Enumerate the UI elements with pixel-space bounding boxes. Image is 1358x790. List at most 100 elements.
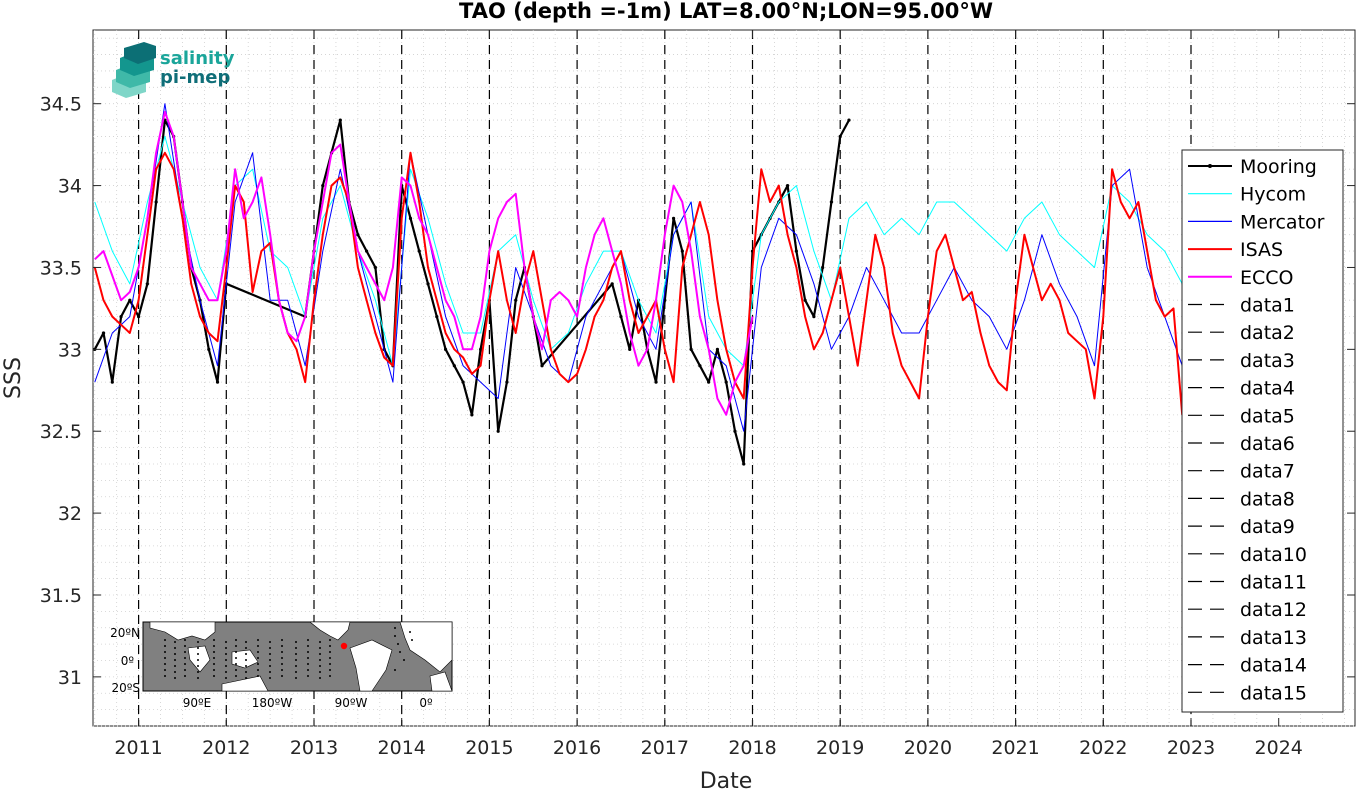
inset-station-dot <box>235 675 237 677</box>
legend-box <box>1181 149 1344 713</box>
x-tick-label: 2019 <box>816 737 864 759</box>
inset-station-dot <box>197 641 199 643</box>
inset-station-dot <box>329 645 331 647</box>
series-point-mooring <box>715 347 720 351</box>
legend-label-data13: data13 <box>1240 627 1307 649</box>
inset-station-dot <box>225 677 227 679</box>
inset-station-dot <box>164 639 166 641</box>
inset-land-shape <box>221 675 269 692</box>
inset-station-dot <box>329 675 331 677</box>
logo-text-pimep: pi-mep <box>160 67 230 88</box>
inset-station-dot <box>235 651 237 653</box>
inset-station-dot <box>184 657 186 659</box>
x-tick-label: 2022 <box>1079 737 1127 759</box>
inset-station-dot <box>394 627 396 629</box>
legend-label-data4: data4 <box>1240 378 1295 400</box>
inset-station-dot <box>164 669 166 671</box>
legend-label-data1: data1 <box>1240 295 1295 317</box>
series-point-mooring <box>408 216 413 220</box>
series-point-mooring <box>443 347 448 351</box>
legend-label-data5: data5 <box>1240 405 1295 427</box>
inset-station-dot <box>174 653 176 655</box>
inset-station-dot <box>394 635 396 637</box>
chart-title: TAO (depth =-1m) LAT=8.00°N;LON=95.00°W <box>459 0 993 23</box>
inset-lat-label-20s: 20ºS <box>111 681 140 695</box>
series-point-mooring <box>680 249 684 253</box>
y-tick-label: 31.5 <box>40 585 82 607</box>
series-point-mooring <box>479 347 483 351</box>
inset-station-dot <box>213 669 215 671</box>
inset-land-shape <box>429 671 453 692</box>
inset-station-dot <box>225 665 227 667</box>
inset-station-dot <box>197 671 199 673</box>
inset-station-dot <box>257 663 259 665</box>
inset-station-dot <box>197 647 199 649</box>
inset-station-dot <box>225 659 227 661</box>
inset-station-dot <box>174 677 176 679</box>
inset-station-dot <box>281 663 283 665</box>
inset-station-dot <box>164 657 166 659</box>
inset-station-dot <box>399 651 401 653</box>
inset-station-dot <box>257 675 259 677</box>
series-point-mooring <box>207 347 211 351</box>
inset-lon-label-90e: 90ºE <box>183 696 212 710</box>
series-point-mooring <box>470 413 474 417</box>
legend-label-isas: ISAS <box>1240 239 1283 261</box>
inset-station-dot <box>295 659 297 661</box>
inset-station-dot <box>164 663 166 665</box>
x-tick-label: 2021 <box>991 737 1039 759</box>
inset-station-dot <box>235 669 237 671</box>
legend-label-data7: data7 <box>1240 461 1295 483</box>
inset-station-dot <box>307 675 309 677</box>
inset-station-dot <box>409 631 411 633</box>
legend-label-data9: data9 <box>1240 516 1295 538</box>
inset-station-dot <box>329 651 331 653</box>
series-point-mooring <box>417 249 421 253</box>
inset-station-dot <box>197 677 199 679</box>
inset-station-dot <box>174 659 176 661</box>
series-point-mooring <box>838 134 842 139</box>
inset-station-dot <box>319 647 321 649</box>
inset-station-dot <box>269 653 271 655</box>
inset-station-dot <box>319 677 321 679</box>
inset-station-dot <box>225 671 227 673</box>
inset-station-dot <box>235 663 237 665</box>
logo-text-salinity: salinity <box>160 48 235 69</box>
y-tick-label: 32 <box>58 503 82 525</box>
legend-label-data12: data12 <box>1240 599 1307 621</box>
series-point-mooring <box>654 380 658 384</box>
series-point-mooring <box>794 249 798 253</box>
y-tick-label: 32.5 <box>40 421 82 443</box>
series-point-mooring <box>610 282 614 286</box>
inset-lon-label-180w: 180ºW <box>252 696 293 710</box>
legend-label-ecco: ECCO <box>1240 267 1294 289</box>
inset-station-dot <box>225 653 227 655</box>
inset-station-dot <box>307 669 309 671</box>
inset-station-dot <box>319 665 321 667</box>
x-tick-label: 2013 <box>290 737 338 759</box>
series-point-mooring <box>496 429 500 433</box>
series-point-mooring <box>128 298 132 302</box>
inset-station-dot <box>307 639 309 641</box>
inset-station-dot <box>245 671 247 673</box>
series-line-mercator <box>94 103 1341 432</box>
series-point-mooring <box>540 364 544 368</box>
inset-station-dot <box>184 645 186 647</box>
x-tick-label: 2018 <box>728 737 776 759</box>
inset-station-dot <box>213 645 215 647</box>
inset-lon-label-90w: 90ºW <box>335 696 368 710</box>
series-point-mooring <box>215 380 220 384</box>
series-point-mooring <box>628 347 632 351</box>
inset-map: 20ºN 0º 20ºS 90ºE 180ºW 90ºW 0º <box>110 621 453 710</box>
inset-station-dot <box>319 671 321 673</box>
series-point-mooring <box>689 347 693 351</box>
x-tick-label: 2014 <box>378 737 426 759</box>
inset-station-dot <box>329 639 331 641</box>
legend: Mooring Hycom Mercator ISAS ECCO data1 data2 da… <box>1181 149 1344 713</box>
series-point-mooring <box>671 216 676 220</box>
inset-station-dot <box>295 671 297 673</box>
series-point-mooring <box>821 265 825 270</box>
inset-station-dot <box>257 657 259 659</box>
inset-station-dot <box>295 653 297 655</box>
